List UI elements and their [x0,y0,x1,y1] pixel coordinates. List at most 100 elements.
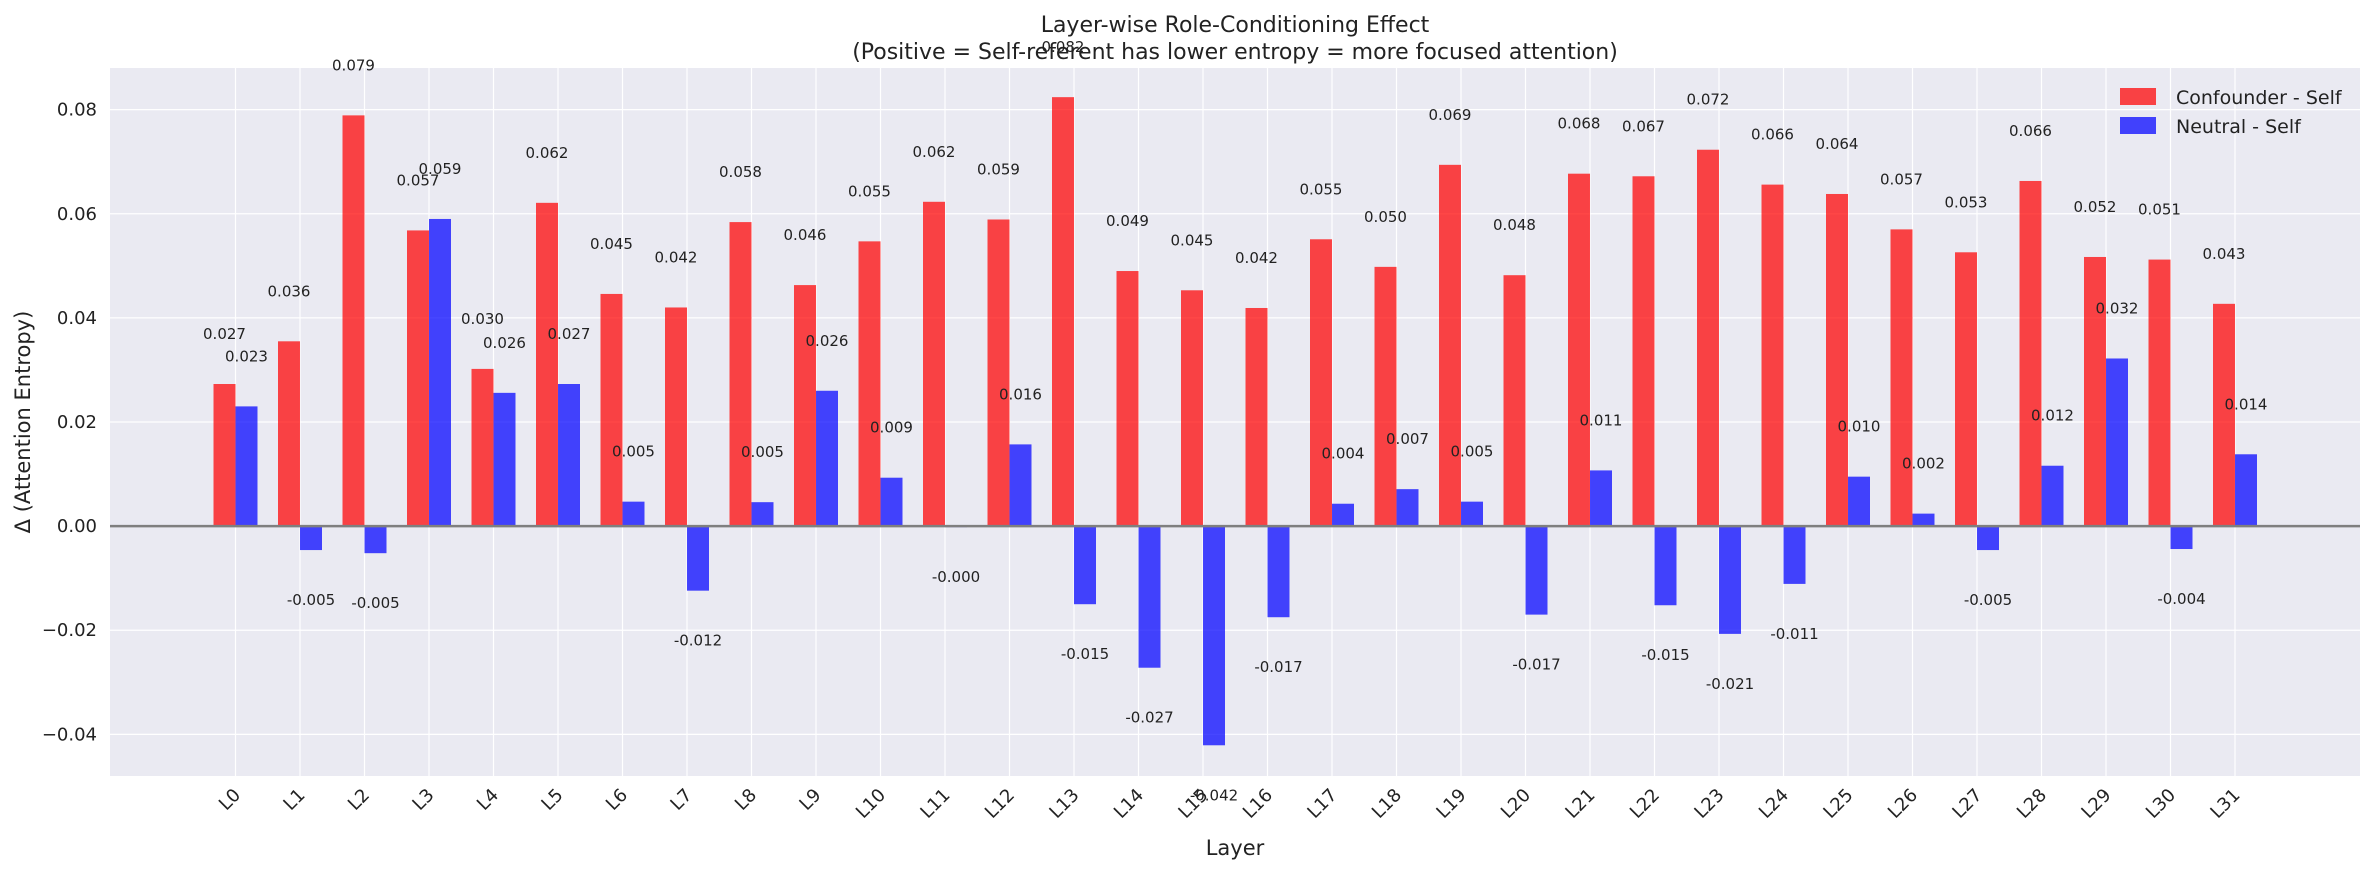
value-label-neutral: 0.026 [806,332,849,350]
bar-confounder-self [1181,290,1203,527]
bar-confounder-self [2213,303,2235,527]
value-label-confounder: 0.042 [1235,249,1278,267]
value-label-confounder: 0.066 [1751,126,1794,144]
value-label-neutral: 0.005 [1451,443,1494,461]
value-label-neutral: 0.023 [225,347,268,365]
value-label-neutral: -0.004 [2157,590,2205,608]
bar-neutral-self [1654,526,1677,606]
y-tick-label: 0.06 [57,204,97,225]
x-tick-label: L4 [473,785,503,815]
y-tick-label: −0.04 [42,724,97,745]
bar-confounder-self [1761,184,1784,527]
bar-confounder-self [1245,307,1268,527]
x-tick-label: L29 [2077,785,2115,823]
x-tick-label: L21 [1561,785,1599,823]
legend-swatch-confounder [2120,88,2156,105]
value-label-neutral: -0.005 [287,591,335,609]
bar-confounder-self [1697,149,1719,527]
value-label-confounder: 0.036 [268,282,311,300]
x-tick-label: L27 [1948,785,1986,823]
x-tick-label: L16 [1239,785,1277,823]
value-label-confounder: 0.058 [719,163,762,181]
chart-title: Layer-wise Role-Conditioning Effect [1041,13,1430,38]
y-tick-label: 0.02 [57,412,97,433]
bar-confounder-self [858,241,881,527]
x-tick-label: L19 [1432,785,1470,823]
bar-confounder-self [1052,97,1074,527]
bar-neutral-self [1267,526,1290,618]
y-tick-label: 0.04 [57,308,97,329]
value-label-neutral: 0.004 [1322,445,1365,463]
legend-label-neutral: Neutral - Self [2176,116,2302,138]
value-label-confounder: 0.053 [1945,193,1988,211]
bar-neutral-self [2235,454,2257,527]
value-label-confounder: 0.072 [1687,91,1730,109]
value-label-neutral: -0.027 [1125,709,1173,727]
bar-neutral-self [1590,470,1612,527]
x-tick-label: L1 [279,785,309,815]
bar-confounder-self [2019,180,2042,527]
legend-swatch-neutral [2120,117,2156,134]
bar-neutral-self [622,501,645,527]
bar-confounder-self [987,219,1010,527]
x-tick-label: L7 [666,785,696,815]
value-label-confounder: 0.067 [1622,117,1665,135]
y-tick-labels: −0.04 −0.02 0.00 0.02 0.04 0.06 0.08 [42,100,97,746]
value-label-confounder: 0.057 [397,171,440,189]
x-tick-label: L0 [215,785,245,815]
x-tick-label: L3 [408,785,438,815]
value-label-neutral: 0.027 [548,325,591,343]
x-tick-label: L24 [1755,785,1793,823]
y-tick-label: 0.08 [57,100,97,121]
bar-confounder-self [1310,239,1332,527]
x-tick-label: L11 [916,785,954,823]
bar-neutral-self [1074,526,1096,605]
value-label-confounder: 0.048 [1493,216,1536,234]
bar-confounder-self [407,230,429,527]
bar-neutral-self [687,526,709,591]
bar-confounder-self [1568,173,1590,527]
value-label-neutral: 0.007 [1386,430,1429,448]
bar-confounder-self [2084,256,2106,527]
x-tick-label: L30 [2142,785,2180,823]
value-label-neutral: 0.002 [1902,455,1945,473]
bar-confounder-self [536,202,558,527]
value-label-confounder: 0.045 [590,235,633,253]
bar-neutral-self [880,477,903,527]
value-label-confounder: 0.079 [332,56,375,74]
value-label-neutral: 0.005 [741,443,784,461]
bar-neutral-self [1848,476,1870,527]
legend: Confounder - Self Neutral - Self [2120,87,2343,138]
x-tick-label: L26 [1884,785,1922,823]
y-axis-label: Δ (Attention Entropy) [11,311,35,534]
bar-neutral-self [2170,526,2193,550]
value-label-confounder: 0.059 [977,160,1020,178]
bar-confounder-self [1116,271,1139,527]
bar-neutral-self [1912,513,1935,527]
bar-neutral-self [1203,526,1225,746]
x-tick-label: L12 [981,785,1019,823]
value-label-neutral: 0.012 [2031,407,2074,425]
value-label-neutral: -0.015 [1061,645,1109,663]
value-label-neutral: -0.042 [1190,786,1238,804]
x-tick-label: L10 [852,785,890,823]
x-tick-label: L20 [1497,785,1535,823]
value-label-neutral: -0.015 [1641,646,1689,664]
bar-neutral-self [2041,465,2064,527]
value-label-neutral: -0.012 [674,632,722,650]
bar-neutral-self [300,526,322,551]
bars [213,97,2257,746]
value-label-neutral: 0.026 [483,334,526,352]
value-label-confounder: 0.027 [203,325,246,343]
bar-confounder-self [278,341,300,527]
value-label-neutral: 0.011 [1580,411,1623,429]
value-label-confounder: 0.050 [1364,208,1407,226]
value-label-confounder: 0.068 [1558,115,1601,133]
bar-neutral-self [429,218,451,527]
y-tick-label: 0.00 [57,516,97,537]
bar-confounder-self [600,293,623,527]
value-label-confounder: 0.051 [2138,201,2181,219]
y-tick-label: −0.02 [42,620,97,641]
x-axis-label: Layer [1206,836,1265,860]
